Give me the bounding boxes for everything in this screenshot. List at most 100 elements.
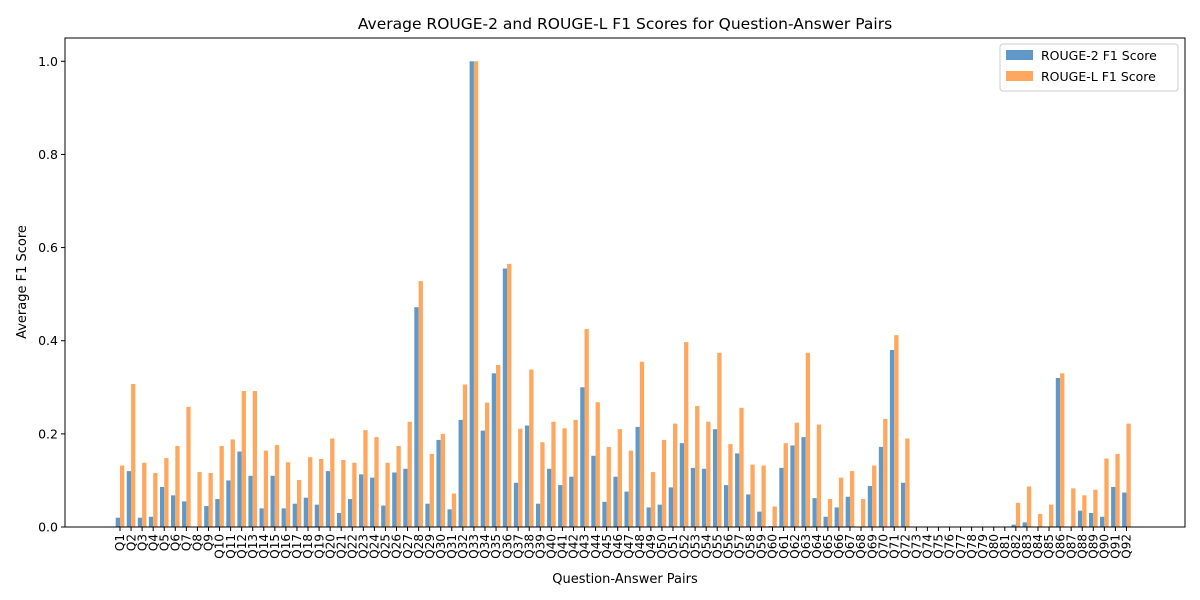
bar-rouge2-Q9: [204, 506, 209, 527]
x-tick-label: Q66: [832, 534, 846, 559]
x-tick-label: Q20: [323, 534, 337, 559]
x-tick-label: Q79: [976, 534, 990, 559]
bar-rouge2-Q41: [558, 485, 563, 527]
x-tick-label: Q39: [533, 534, 547, 559]
bar-rouge2-Q27: [403, 468, 408, 527]
bar-rougel-Q22: [352, 462, 357, 527]
bar-rougel-Q70: [883, 418, 888, 527]
bar-rougel-Q58: [750, 464, 755, 527]
bar-rouge2-Q43: [580, 387, 585, 527]
y-tick-label: 0.8: [38, 147, 58, 162]
bar-rougel-Q5: [164, 458, 169, 527]
y-tick-label: 0.0: [38, 520, 58, 535]
x-tick-label: Q46: [611, 534, 625, 559]
bar-rougel-Q23: [363, 430, 368, 527]
bar-rougel-Q89: [1093, 489, 1098, 527]
bar-rouge2-Q70: [878, 446, 884, 527]
bar-rouge2-Q12: [237, 451, 242, 527]
bar-rouge2-Q19: [314, 504, 320, 527]
bar-rouge2-Q47: [624, 491, 629, 527]
bar-rouge2-Q24: [370, 477, 375, 527]
bar-rouge2-Q82: [1011, 524, 1016, 527]
bar-rougel-Q47: [628, 450, 634, 527]
x-tick-label: Q41: [556, 534, 570, 559]
bar-rougel-Q33: [473, 61, 479, 527]
x-tick-label: Q70: [876, 534, 890, 559]
x-tick-label: Q31: [445, 534, 459, 559]
bar-rougel-Q83: [1026, 486, 1032, 527]
bar-rougel-Q25: [385, 462, 390, 527]
y-tick-label: 0.2: [38, 426, 58, 441]
bar-rouge2-Q46: [613, 476, 618, 527]
bar-rougel-Q43: [584, 329, 589, 527]
x-tick-label: Q7: [180, 534, 194, 551]
bar-rougel-Q27: [407, 421, 412, 527]
x-tick-label: Q11: [224, 534, 238, 559]
x-tick-label: Q74: [921, 534, 935, 559]
bar-rouge2-Q55: [712, 429, 718, 527]
bar-rougel-Q34: [484, 402, 490, 527]
bar-rougel-Q39: [540, 442, 545, 527]
plot-area: [64, 37, 1186, 528]
x-tick-label: Q65: [821, 534, 835, 559]
y-axis: 0.0 0.2 0.4 0.6 0.8 1.0: [38, 54, 65, 535]
x-tick-label: Q82: [1009, 534, 1023, 559]
x-tick-label: Q71: [887, 534, 901, 559]
x-tick-label: Q33: [467, 534, 481, 559]
bar-rouge2-Q63: [801, 437, 806, 527]
bar-rougel-Q66: [838, 477, 844, 527]
bar-rougel-Q50: [661, 439, 667, 527]
bar-rouge2-Q28: [414, 307, 419, 527]
bar-rouge2-Q18: [303, 497, 309, 527]
x-tick-label: Q56: [722, 534, 736, 559]
bar-rouge2-Q30: [436, 439, 441, 527]
x-tick-label: Q38: [522, 534, 536, 559]
x-tick-label: Q27: [401, 534, 415, 559]
bar-rougel-Q84: [1037, 513, 1043, 527]
bar-rougel-Q31: [451, 493, 457, 527]
bar-rougel-Q15: [274, 445, 280, 527]
bar-rougel-Q20: [330, 438, 335, 527]
x-tick-label: Q60: [766, 534, 780, 559]
bar-rouge2-Q17: [292, 503, 297, 527]
legend-label: ROUGE-2 F1 Score: [1041, 48, 1157, 63]
x-tick-label: Q13: [246, 534, 260, 559]
bar-rouge2-Q29: [425, 503, 430, 527]
x-axis-label: Question-Answer Pairs: [552, 572, 698, 587]
x-tick-label: Q50: [655, 534, 669, 559]
bar-rouge2-Q13: [248, 475, 253, 527]
bar-rougel-Q57: [739, 407, 744, 527]
x-tick-label: Q35: [489, 534, 503, 559]
chart-title: Average ROUGE-2 and ROUGE-L F1 Scores fo…: [358, 15, 892, 33]
bar-rouge2-Q33: [469, 61, 474, 527]
x-tick-label: Q2: [124, 534, 138, 551]
y-tick-label: 0.4: [38, 333, 58, 348]
bar-rougel-Q65: [827, 499, 833, 527]
bar-rougel-Q1: [120, 465, 125, 527]
x-tick-label: Q89: [1086, 534, 1100, 559]
bar-rougel-Q72: [905, 438, 910, 527]
x-tick-label: Q92: [1120, 534, 1134, 559]
bar-rougel-Q59: [761, 465, 766, 527]
bar-rouge2-Q23: [359, 474, 364, 527]
bar-rouge2-Q64: [812, 498, 817, 527]
bar-rougel-Q29: [429, 453, 434, 527]
bar-rougel-Q14: [263, 450, 269, 527]
bar-rougel-Q40: [551, 421, 556, 527]
bar-rougel-Q8: [197, 472, 202, 527]
bar-rougel-Q18: [308, 457, 313, 527]
bar-rougel-Q88: [1082, 495, 1087, 527]
bar-rougel-Q61: [783, 443, 788, 527]
x-tick-label: Q5: [157, 534, 171, 551]
bar-rougel-Q68: [861, 499, 866, 527]
bar-rougel-Q52: [684, 342, 689, 527]
bar-rouge2-Q50: [657, 504, 662, 527]
x-tick-label: Q61: [777, 534, 791, 559]
bar-rougel-Q86: [1060, 373, 1065, 527]
x-tick-label: Q58: [744, 534, 758, 559]
x-tick-label: Q81: [998, 534, 1012, 559]
x-tick-label: Q25: [379, 534, 393, 559]
bar-rouge2-Q48: [635, 426, 640, 527]
